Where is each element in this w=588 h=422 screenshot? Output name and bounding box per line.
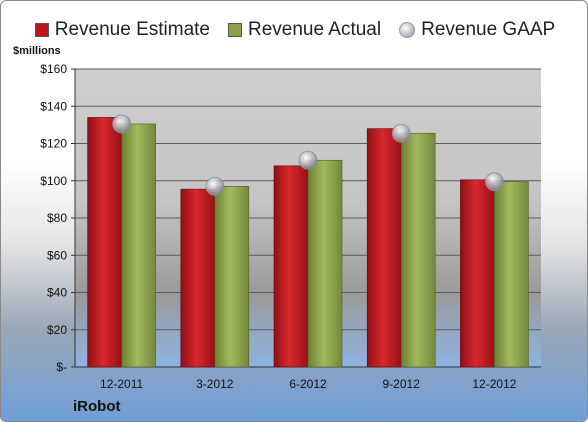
legend-item-estimate: Revenue Estimate — [34, 19, 210, 41]
bar-revenue-estimate — [366, 128, 402, 368]
bar-revenue-actual — [307, 159, 343, 368]
y-tick-label: $100 — [40, 174, 67, 188]
bar-revenue-estimate — [460, 179, 495, 368]
y-tick-label: $120 — [40, 137, 67, 151]
x-tick-label: 12-2011 — [100, 377, 143, 391]
y-tick-label: $20 — [47, 323, 67, 337]
x-tick-label: 3-2012 — [196, 377, 234, 391]
y-axis-unit-label: $millions — [13, 45, 61, 57]
bar-revenue-estimate — [180, 188, 216, 368]
bar-revenue-estimate — [87, 117, 122, 368]
point-revenue-gaap — [298, 150, 318, 170]
legend-swatch-estimate — [34, 23, 49, 37]
bar-revenue-actual — [121, 123, 156, 368]
legend-marker-gaap — [399, 22, 416, 38]
legend-label-gaap: Revenue GAAP — [421, 19, 556, 40]
legend-item-gaap: Revenue GAAP — [399, 19, 555, 41]
x-tick-label: 9-2012 — [383, 377, 421, 391]
legend-item-actual: Revenue Actual — [228, 19, 381, 41]
x-tick-label: 12-2012 — [472, 377, 516, 391]
bar-revenue-actual — [494, 181, 529, 368]
x-tick-label: 6-2012 — [289, 377, 327, 391]
point-revenue-gaap — [391, 123, 411, 143]
y-tick-label: $80 — [47, 211, 67, 225]
bar-revenue-actual — [400, 132, 436, 368]
bar-revenue-estimate — [273, 165, 309, 368]
point-revenue-gaap — [205, 176, 225, 196]
y-tick-label: $- — [56, 360, 67, 374]
y-tick-label: $140 — [40, 99, 67, 113]
legend-label-estimate: Revenue Estimate — [54, 19, 210, 40]
legend-swatch-actual — [228, 23, 242, 37]
y-tick-label: $160 — [40, 62, 67, 76]
bar-revenue-actual — [214, 186, 250, 368]
legend-label-actual: Revenue Actual — [248, 19, 382, 40]
legend: Revenue Estimate Revenue Actual Revenue … — [1, 17, 587, 43]
company-name: iRobot — [73, 398, 121, 415]
y-tick-label: $40 — [47, 286, 67, 300]
point-revenue-gaap — [484, 172, 504, 192]
y-tick-label: $60 — [47, 248, 67, 262]
point-revenue-gaap — [112, 114, 131, 134]
